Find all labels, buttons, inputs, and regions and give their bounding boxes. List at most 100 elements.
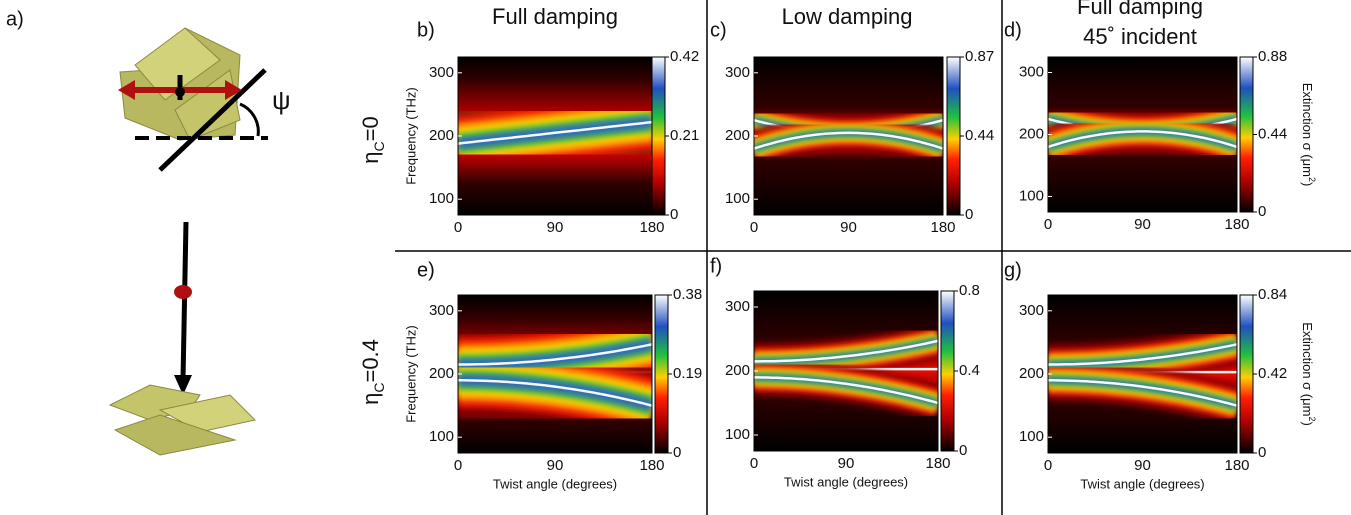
x-tick-label: 0 <box>454 457 462 474</box>
heatmap <box>754 57 943 215</box>
x-tick-label: 0 <box>1044 216 1052 233</box>
panel-label: e) <box>417 259 435 281</box>
colorbar-tick-label: 0.44 <box>965 127 994 144</box>
row-label-part: η <box>358 151 383 163</box>
x-tick-label: 90 <box>838 455 855 472</box>
illustration <box>108 221 257 456</box>
colorbar <box>654 294 669 454</box>
colorbar-label-part: ) <box>1300 182 1315 186</box>
colorbar-tick-label: 0.87 <box>965 48 994 65</box>
colorbar <box>1239 294 1254 454</box>
colorbar <box>946 56 961 216</box>
colorbar-tick-label: 0.42 <box>1258 365 1287 382</box>
row-label-part: C <box>371 383 387 393</box>
x-tick-label: 180 <box>925 455 950 472</box>
x-tick-label: 180 <box>1224 457 1249 474</box>
colorbar-label-part: Extinction σ (μm <box>1300 83 1315 177</box>
panel-label: a) <box>6 8 24 30</box>
colorbar <box>1239 56 1254 213</box>
row-label-part: =0 <box>358 116 383 141</box>
colorbar-tick-label: 0 <box>1258 203 1266 220</box>
y-tick-label: 200 <box>725 362 750 379</box>
colorbar-tick-label: 0.21 <box>670 127 699 144</box>
colorbar-tick-label: 0.38 <box>673 286 702 303</box>
y-tick-label: 200 <box>429 127 454 144</box>
colorbar <box>651 56 666 216</box>
x-tick-label: 0 <box>1044 457 1052 474</box>
heatmap <box>754 291 938 451</box>
x-axis-label: Twist angle (degrees) <box>1080 476 1204 491</box>
colorbar-label: Extinction σ (μm2) <box>1300 83 1317 187</box>
x-tick-label: 180 <box>930 219 955 236</box>
colorbar-tick-label: 0.8 <box>959 282 980 299</box>
y-tick-label: 200 <box>1019 365 1044 382</box>
panel-label: g) <box>1004 259 1022 281</box>
colorbar-tick-label: 0.42 <box>670 48 699 65</box>
colorbar-tick-label: 0.84 <box>1258 286 1287 303</box>
y-tick-label: 200 <box>429 365 454 382</box>
y-tick-label: 300 <box>725 64 750 81</box>
y-tick-label: 200 <box>1019 125 1044 142</box>
band <box>1048 130 1237 149</box>
y-tick-label: 100 <box>725 190 750 207</box>
y-axis-label: Frequency (THz) <box>403 87 418 185</box>
band <box>458 379 652 407</box>
column-title: 45˚ incident <box>1083 24 1197 49</box>
colorbar-tick-label: 0 <box>1258 444 1266 461</box>
colorbar-tick-label: 0.4 <box>959 362 980 379</box>
colorbar-tick-label: 0 <box>670 206 678 223</box>
y-tick-label: 300 <box>725 298 750 315</box>
y-tick-label: 300 <box>429 64 454 81</box>
panel-label: f) <box>710 255 722 277</box>
heatmap <box>1048 295 1237 453</box>
x-tick-label: 90 <box>1134 457 1151 474</box>
row-label-part: C <box>371 141 387 151</box>
heatmap <box>458 295 652 453</box>
x-tick-label: 90 <box>840 219 857 236</box>
colorbar-label-part: 2 <box>1307 177 1317 182</box>
row-label: ηC=0 <box>358 116 387 163</box>
panel-label: b) <box>417 19 435 41</box>
row-label-part: =0.4 <box>358 339 383 382</box>
band <box>458 120 652 145</box>
colorbar-tick-label: 0 <box>673 444 681 461</box>
row-label: ηC=0.4 <box>358 339 387 405</box>
x-tick-label: 180 <box>639 457 664 474</box>
y-tick-label: 100 <box>1019 428 1044 445</box>
colorbar-label-part: ) <box>1300 421 1315 425</box>
y-tick-label: 300 <box>1019 302 1044 319</box>
heatmap <box>1048 57 1237 212</box>
x-tick-label: 180 <box>639 219 664 236</box>
y-tick-label: 300 <box>1019 63 1044 80</box>
colorbar-tick-label: 0.44 <box>1258 125 1287 142</box>
x-tick-label: 90 <box>547 457 564 474</box>
y-tick-label: 100 <box>429 190 454 207</box>
column-title: Full damping <box>492 4 618 29</box>
band <box>1048 379 1237 407</box>
x-tick-label: 0 <box>750 455 758 472</box>
colorbar-label-part: Extinction σ (μm <box>1300 322 1315 416</box>
x-axis-label: Twist angle (degrees) <box>493 476 617 491</box>
colorbar <box>940 290 955 452</box>
colorbar-label-part: 2 <box>1307 416 1317 421</box>
row-label-part: η <box>358 393 383 405</box>
panel-label: c) <box>710 19 727 41</box>
x-tick-label: 90 <box>547 219 564 236</box>
column-title: Full damping <box>1077 0 1203 19</box>
y-axis-label: Frequency (THz) <box>403 325 418 423</box>
y-tick-label: 100 <box>429 428 454 445</box>
column-title: Low damping <box>782 4 913 29</box>
heatmap <box>458 57 652 215</box>
panel-label: d) <box>1004 19 1022 41</box>
angle-symbol: ψ <box>272 85 291 115</box>
band <box>754 376 938 405</box>
illustration <box>118 27 268 172</box>
colorbar-tick-label: 0 <box>965 206 973 223</box>
colorbar-tick-label: 0.19 <box>673 365 702 382</box>
y-tick-label: 300 <box>429 302 454 319</box>
x-tick-label: 0 <box>454 219 462 236</box>
band <box>754 131 943 150</box>
y-tick-label: 100 <box>725 426 750 443</box>
colorbar-label: Extinction σ (μm2) <box>1300 322 1317 426</box>
